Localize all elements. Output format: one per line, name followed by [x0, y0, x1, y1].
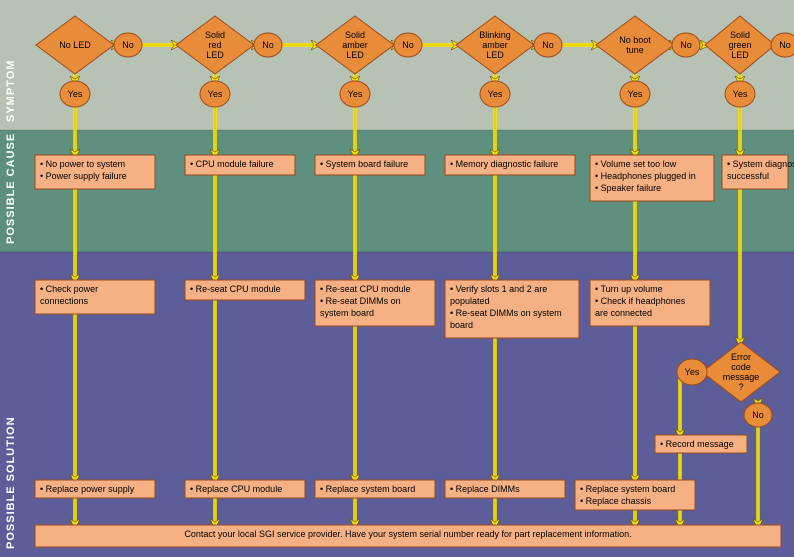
- diamond-text-de-0: Error: [731, 352, 751, 362]
- box-text-s4a-1: • Check if headphones: [595, 296, 686, 306]
- diamond-text-d5-1: green: [728, 40, 751, 50]
- diamond-text-d2-0: Solid: [345, 30, 365, 40]
- bubble-text-y5: Yes: [733, 89, 748, 99]
- box-text-c0-1: • Power supply failure: [40, 171, 127, 181]
- box-text-s4a-2: are connected: [595, 308, 652, 318]
- bubble-text-n5: No: [779, 40, 791, 50]
- diamond-text-d0-0: No LED: [59, 40, 91, 50]
- box-text-s2a-0: • Re-seat CPU module: [320, 284, 411, 294]
- diamond-text-d4-0: No boot: [619, 35, 651, 45]
- bubble-text-n0: No: [122, 40, 134, 50]
- bubble-text-n1: No: [262, 40, 274, 50]
- box-text-s4b-0: • Replace system board: [580, 484, 675, 494]
- box-text-c1-0: • CPU module failure: [190, 159, 274, 169]
- diamond-text-d1-0: Solid: [205, 30, 225, 40]
- box-text-s0a-1: connections: [40, 296, 89, 306]
- box-text-c5-0: • System diagnostics: [727, 159, 794, 169]
- box-text-c4-0: • Volume set too low: [595, 159, 677, 169]
- bubble-text-n4: No: [680, 40, 692, 50]
- diamond-text-d5-0: Solid: [730, 30, 750, 40]
- box-text-s2a-1: • Re-seat DIMMs on: [320, 296, 401, 306]
- box-text-s0b-0: • Replace power supply: [40, 484, 135, 494]
- diamond-text-d2-1: amber: [342, 40, 368, 50]
- troubleshooting-flowchart: SYMPTOM POSSIBLE CAUSE POSSIBLE SOLUTION No…: [0, 0, 794, 557]
- box-text-s3a-1: populated: [450, 296, 490, 306]
- box-text-c3-0: • Memory diagnostic failure: [450, 159, 558, 169]
- bubble-text-n2: No: [402, 40, 414, 50]
- diamond-text-d5-2: LED: [731, 50, 749, 60]
- box-text-s4b-1: • Replace chassis: [580, 496, 652, 506]
- band-label-cause: POSSIBLE CAUSE: [5, 133, 17, 244]
- diamond-text-de-2: message: [723, 372, 760, 382]
- box-text-c4-2: • Speaker failure: [595, 183, 661, 193]
- band-symptom: [0, 0, 794, 130]
- box-text-rec-0: • Record message: [660, 439, 734, 449]
- band-label-solution: POSSIBLE SOLUTION: [5, 416, 17, 549]
- bubble-text-ne: No: [752, 410, 764, 420]
- bubble-text-y2: Yes: [348, 89, 363, 99]
- diamond-text-de-3: ?: [738, 382, 743, 392]
- box-text-s1b-0: • Replace CPU module: [190, 484, 282, 494]
- box-text-c4-1: • Headphones plugged in: [595, 171, 696, 181]
- diamond-text-d1-1: red: [208, 40, 221, 50]
- diamond-text-d3-2: LED: [486, 50, 504, 60]
- box-text-s3a-3: board: [450, 320, 473, 330]
- bubble-text-n3: No: [542, 40, 554, 50]
- box-text-final-0: Contact your local SGI service provider.…: [184, 529, 631, 539]
- bubble-text-y0: Yes: [68, 89, 83, 99]
- box-text-s1a-0: • Re-seat CPU module: [190, 284, 281, 294]
- box-text-s2b-0: • Replace system board: [320, 484, 415, 494]
- bubble-text-y4: Yes: [628, 89, 643, 99]
- diamond-text-d3-1: amber: [482, 40, 508, 50]
- diamond-text-d4-1: tune: [626, 45, 644, 55]
- box-text-s4a-0: • Turn up volume: [595, 284, 663, 294]
- bubble-text-ye: Yes: [685, 367, 700, 377]
- diamond-text-d1-2: LED: [206, 50, 224, 60]
- box-text-c5-1: successful: [727, 171, 769, 181]
- box-text-s0a-0: • Check power: [40, 284, 98, 294]
- box-text-s3a-2: • Re-seat DIMMs on system: [450, 308, 562, 318]
- diamond-text-de-1: code: [731, 362, 751, 372]
- box-text-c2-0: • System board failure: [320, 159, 408, 169]
- diamond-text-d3-0: Blinking: [479, 30, 511, 40]
- bubble-text-y1: Yes: [208, 89, 223, 99]
- box-text-s3a-0: • Verify slots 1 and 2 are: [450, 284, 547, 294]
- box-text-c0-0: • No power to system: [40, 159, 125, 169]
- band-label-symptom: SYMPTOM: [5, 60, 17, 122]
- bubble-text-y3: Yes: [488, 89, 503, 99]
- box-text-s3b-0: • Replace DIMMs: [450, 484, 520, 494]
- box-text-s2a-2: system board: [320, 308, 374, 318]
- diamond-text-d2-2: LED: [346, 50, 364, 60]
